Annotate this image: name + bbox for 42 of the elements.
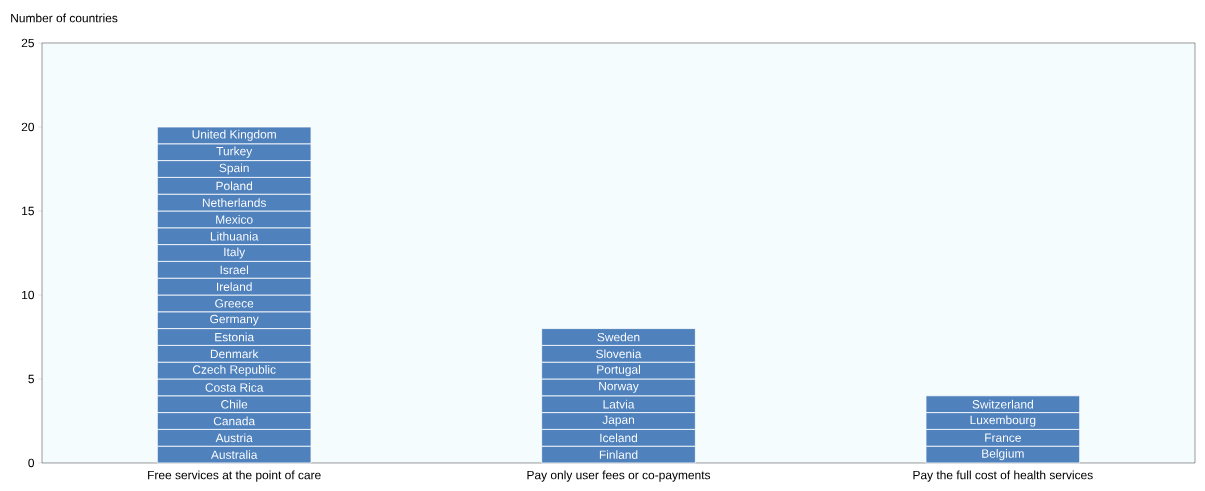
- data-label: Israel: [220, 265, 248, 275]
- data-label: Czech Republic: [192, 365, 276, 377]
- data-label: Austria: [215, 433, 253, 443]
- data-label: Poland: [216, 181, 253, 191]
- y-tick-label: 10: [22, 290, 35, 300]
- data-label: Estonia: [215, 332, 255, 342]
- data-label: Switzerland: [972, 399, 1033, 409]
- data-label: Mexico: [216, 215, 253, 224]
- y-tick-label: 0: [28, 458, 35, 468]
- data-label: United Kingdom: [192, 129, 276, 141]
- y-tick-label: 20: [21, 122, 35, 132]
- data-label: Australia: [210, 450, 258, 459]
- data-label: Norway: [599, 382, 639, 393]
- data-label: Netherlands: [202, 198, 266, 207]
- x-tick-label: Pay only user fees or co-payments: [527, 470, 711, 482]
- data-label: Finland: [599, 450, 638, 459]
- data-label: Sweden: [597, 332, 640, 342]
- data-label: Ireland: [217, 282, 252, 291]
- data-label: Germany: [210, 314, 259, 326]
- x-tick-label: Pay the full cost of health services: [913, 470, 1093, 482]
- y-tick-label: 5: [28, 374, 34, 384]
- data-label: Italy: [224, 247, 246, 259]
- data-label: Iceland: [600, 433, 638, 443]
- data-label: Spain: [219, 163, 249, 175]
- data-label: Canada: [213, 416, 256, 426]
- data-label: Chile: [221, 399, 248, 409]
- data-label: Japan: [602, 415, 635, 427]
- y-tick-label: 25: [21, 38, 34, 48]
- data-label: Portugal: [597, 365, 640, 377]
- data-label: France: [985, 433, 1021, 442]
- data-label: Greece: [215, 299, 254, 308]
- data-label: Luxembourg: [970, 415, 1036, 427]
- data-label: Belgium: [982, 449, 1024, 461]
- data-label: Costa Rica: [205, 383, 264, 392]
- data-label: Latvia: [603, 399, 635, 409]
- x-tick-label: Free services at the point of care: [148, 470, 321, 482]
- data-label: Denmark: [210, 349, 259, 359]
- data-label: Lithuania: [210, 231, 259, 241]
- y-tick-label: 15: [22, 206, 34, 216]
- data-label: Turkey: [216, 146, 253, 158]
- y-axis-title: Number of countries: [11, 13, 118, 23]
- data-label: Slovenia: [596, 349, 642, 359]
